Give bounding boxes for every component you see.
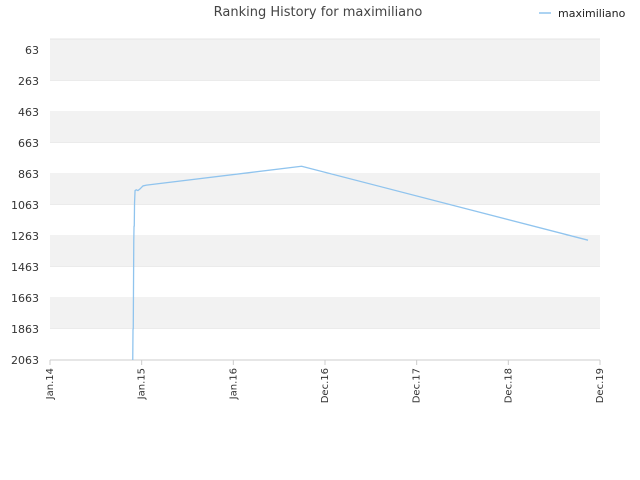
y-tick-label: 463 (18, 106, 39, 119)
y-tick-label: 1663 (11, 292, 39, 305)
series-layer (132, 165, 589, 361)
x-tick-label: Jan.15 (137, 368, 148, 400)
x-axis (49, 359, 601, 365)
y-tick-label: 263 (18, 75, 39, 88)
x-tick-label: Jan.14 (45, 368, 56, 400)
grid-band (50, 143, 600, 174)
x-axis-ticks: Jan.14 Jan.15 Jan.16 Dec.16 Dec.17 Dec.18 Dec.… (45, 368, 606, 403)
x-tick-label: Dec.18 (503, 368, 514, 403)
grid-band (50, 236, 600, 267)
legend-label-maximiliano: maximiliano (558, 7, 626, 20)
x-tick-label: Dec.17 (412, 368, 423, 403)
y-tick-label: 863 (18, 168, 39, 181)
y-tick-label: 1463 (11, 261, 39, 274)
grid-band (50, 267, 600, 298)
x-tick-label: Dec.19 (595, 368, 606, 403)
y-tick-label: 2063 (11, 354, 39, 367)
y-tick-label: 1063 (11, 199, 39, 212)
legend: maximiliano (539, 7, 626, 20)
grid-band (50, 174, 600, 205)
grid-bands (50, 38, 600, 361)
x-tick-label: Dec.16 (320, 368, 331, 403)
grid-band (50, 298, 600, 329)
grid-band (50, 39, 600, 81)
y-tick-label: 663 (18, 137, 39, 150)
grid-band (50, 329, 600, 360)
grid-band (50, 112, 600, 143)
x-tick-label: Jan.16 (228, 368, 239, 400)
grid-band (50, 205, 600, 236)
y-tick-label: 1863 (11, 323, 39, 336)
y-axis-ticks: 63 263 463 663 863 1063 1263 1463 1663 1863 2063 (11, 44, 39, 367)
series-line-maximiliano (132, 165, 589, 361)
y-tick-label: 1263 (11, 230, 39, 243)
chart-title: Ranking History for maximiliano (214, 5, 423, 20)
y-tick-label: 63 (25, 44, 39, 57)
grid-band (50, 81, 600, 112)
